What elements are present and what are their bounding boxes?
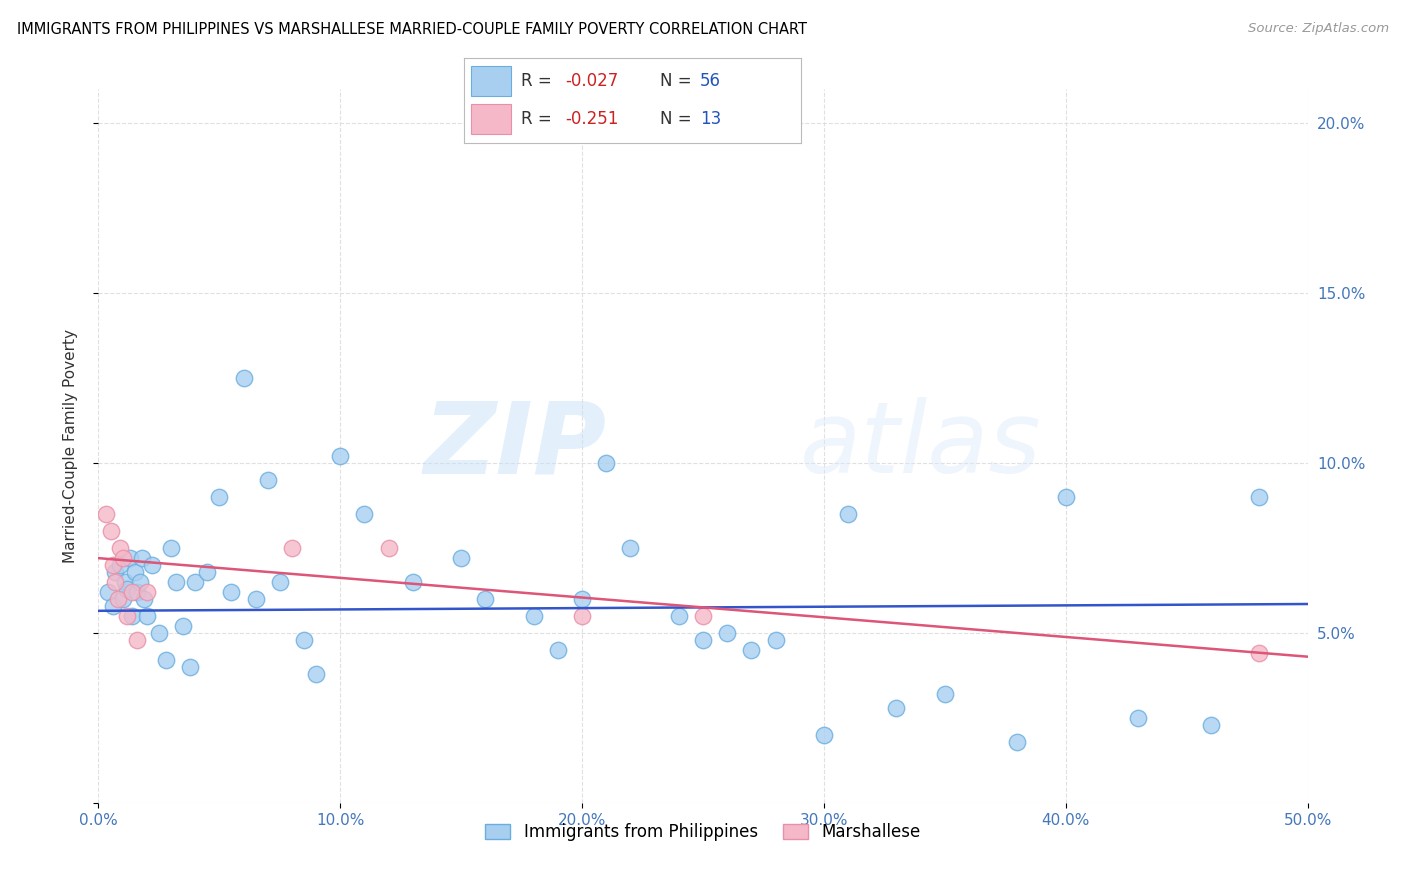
Point [121,608,143,623]
Point [256,473,278,487]
Text: N =: N = [659,72,696,90]
Point [692,632,714,647]
Point [1249,490,1271,504]
Point [131,551,153,566]
Point [165,574,187,589]
Point [101,599,124,613]
Point [934,687,956,701]
Text: R =: R = [522,110,557,128]
Point [474,591,496,606]
Point [292,632,315,647]
Point [571,591,593,606]
Point [108,558,131,572]
Point [329,449,352,463]
Text: -0.251: -0.251 [565,110,619,128]
Point [124,565,146,579]
Point [117,608,139,623]
Point [100,524,122,538]
Text: 13: 13 [700,110,721,128]
Point [571,608,593,623]
Point [232,371,254,385]
Point [134,591,156,606]
Point [135,608,157,623]
Point [111,551,134,566]
Point [1054,490,1077,504]
Point [221,585,243,599]
Text: atlas: atlas [800,398,1042,494]
Point [245,591,267,606]
Point [716,626,738,640]
Point [1128,711,1150,725]
Point [118,551,141,566]
Point [117,582,139,596]
Point [172,619,194,633]
Point [547,643,569,657]
Point [668,608,690,623]
Text: R =: R = [522,72,557,90]
Text: N =: N = [659,110,696,128]
Point [148,626,170,640]
Point [523,608,546,623]
Y-axis label: Married-Couple Family Poverty: Married-Couple Family Poverty [63,329,77,563]
Point [127,585,149,599]
Point [184,574,207,589]
Point [101,558,124,572]
Point [402,574,425,589]
Point [450,551,472,566]
Point [377,541,399,555]
Point [595,456,617,470]
Point [104,574,127,589]
Point [108,541,131,555]
Point [141,558,163,572]
Point [269,574,291,589]
Point [281,541,304,555]
Point [692,608,714,623]
Point [837,507,859,521]
Point [121,585,143,599]
Point [97,585,120,599]
Point [765,632,787,647]
Point [195,565,218,579]
Text: -0.027: -0.027 [565,72,619,90]
Point [160,541,183,555]
Text: ZIP: ZIP [423,398,606,494]
Point [305,666,328,681]
Point [353,507,375,521]
Point [135,585,157,599]
Point [128,574,150,589]
Point [208,490,231,504]
Text: 56: 56 [700,72,721,90]
Point [813,728,835,742]
Point [740,643,762,657]
Point [886,700,908,714]
Point [114,574,136,589]
Point [1007,734,1029,748]
Point [619,541,641,555]
Text: IMMIGRANTS FROM PHILIPPINES VS MARSHALLESE MARRIED-COUPLE FAMILY POVERTY CORRELA: IMMIGRANTS FROM PHILIPPINES VS MARSHALLE… [17,22,807,37]
Point [127,632,149,647]
Point [1199,717,1222,731]
Point [107,591,129,606]
Legend: Immigrants from Philippines, Marshallese: Immigrants from Philippines, Marshallese [479,817,927,848]
Point [104,565,127,579]
Point [155,653,177,667]
Point [94,507,117,521]
Text: Source: ZipAtlas.com: Source: ZipAtlas.com [1249,22,1389,36]
Point [179,660,201,674]
Point [111,591,134,606]
Bar [471,103,512,134]
Bar [471,66,512,96]
Point [1249,646,1271,660]
